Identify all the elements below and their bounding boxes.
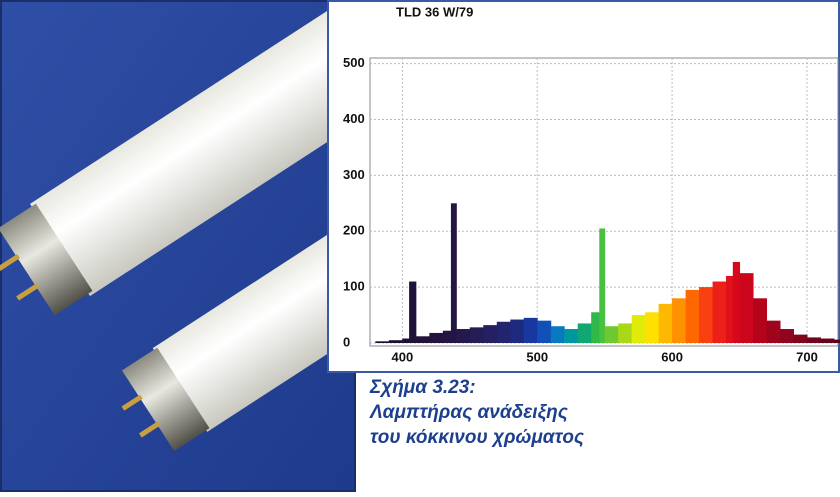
spectrum-bar — [456, 329, 471, 343]
spectrum-bar — [599, 228, 606, 343]
spectrum-bar — [591, 312, 600, 343]
plot: 0 100 200 300 400 500 400 500 600 700 — [343, 55, 840, 364]
spectrum-bar — [550, 326, 565, 343]
spectrum-bar — [732, 261, 741, 343]
y-tick-label: 300 — [343, 167, 365, 182]
spectrum-bar — [483, 325, 498, 343]
spectrum-bar — [375, 341, 390, 343]
caption-line: Λαμπτήρας ανάδειξης — [369, 402, 569, 423]
spectrum-bar — [672, 298, 687, 343]
spectrum-bar — [409, 281, 417, 343]
spectrum-bar — [450, 203, 457, 343]
spectrum-bar — [753, 298, 768, 343]
chart-title: TLD 36 W/79 — [396, 4, 473, 19]
spectrum-bar — [766, 320, 781, 343]
y-tick-label: 200 — [343, 223, 365, 238]
spectrum-bar — [442, 330, 452, 343]
spectrum-bar — [604, 326, 619, 343]
spectrum-bar — [833, 339, 840, 343]
spectrum-bar — [806, 337, 821, 343]
spectrum-bar — [496, 321, 511, 343]
y-tick-label: 500 — [343, 55, 365, 70]
x-tick-label: 600 — [661, 349, 683, 364]
spectrum-bar — [469, 327, 484, 343]
spectrum-bar — [712, 281, 727, 343]
spectrum-bar — [631, 315, 646, 343]
spectrum-bar — [793, 334, 808, 343]
spectrum-bar — [564, 329, 579, 343]
x-tick-label: 400 — [392, 349, 414, 364]
spectrum-bar — [618, 323, 633, 343]
caption-line: του κόκκινου χρώματος — [370, 427, 585, 448]
spectrum-bar — [739, 273, 754, 343]
spectrum-bar — [645, 312, 660, 343]
x-tick-label: 700 — [796, 349, 818, 364]
spectrum-bar — [577, 323, 592, 343]
spectrum-bar — [658, 303, 673, 343]
spectrum-bar — [780, 329, 794, 343]
spectrum-bar — [726, 275, 734, 343]
spectrum-bar — [388, 340, 403, 343]
spectrum-bar — [510, 319, 525, 343]
spectrum-bar — [523, 317, 538, 343]
spectrum-bar — [415, 336, 430, 343]
y-tick-label: 400 — [343, 111, 365, 126]
spectrum-bar — [429, 332, 444, 343]
spectrum-bar — [820, 338, 835, 343]
spectrum-bar — [537, 320, 552, 343]
caption-line: Σχήμα 3.23: — [369, 377, 476, 398]
spectrum-bar — [685, 289, 700, 343]
y-tick-label: 100 — [343, 279, 365, 294]
x-tick-label: 500 — [526, 349, 548, 364]
spectrum-bar — [699, 287, 714, 343]
spectrum-bar — [402, 338, 410, 343]
y-tick-label: 0 — [343, 334, 350, 349]
